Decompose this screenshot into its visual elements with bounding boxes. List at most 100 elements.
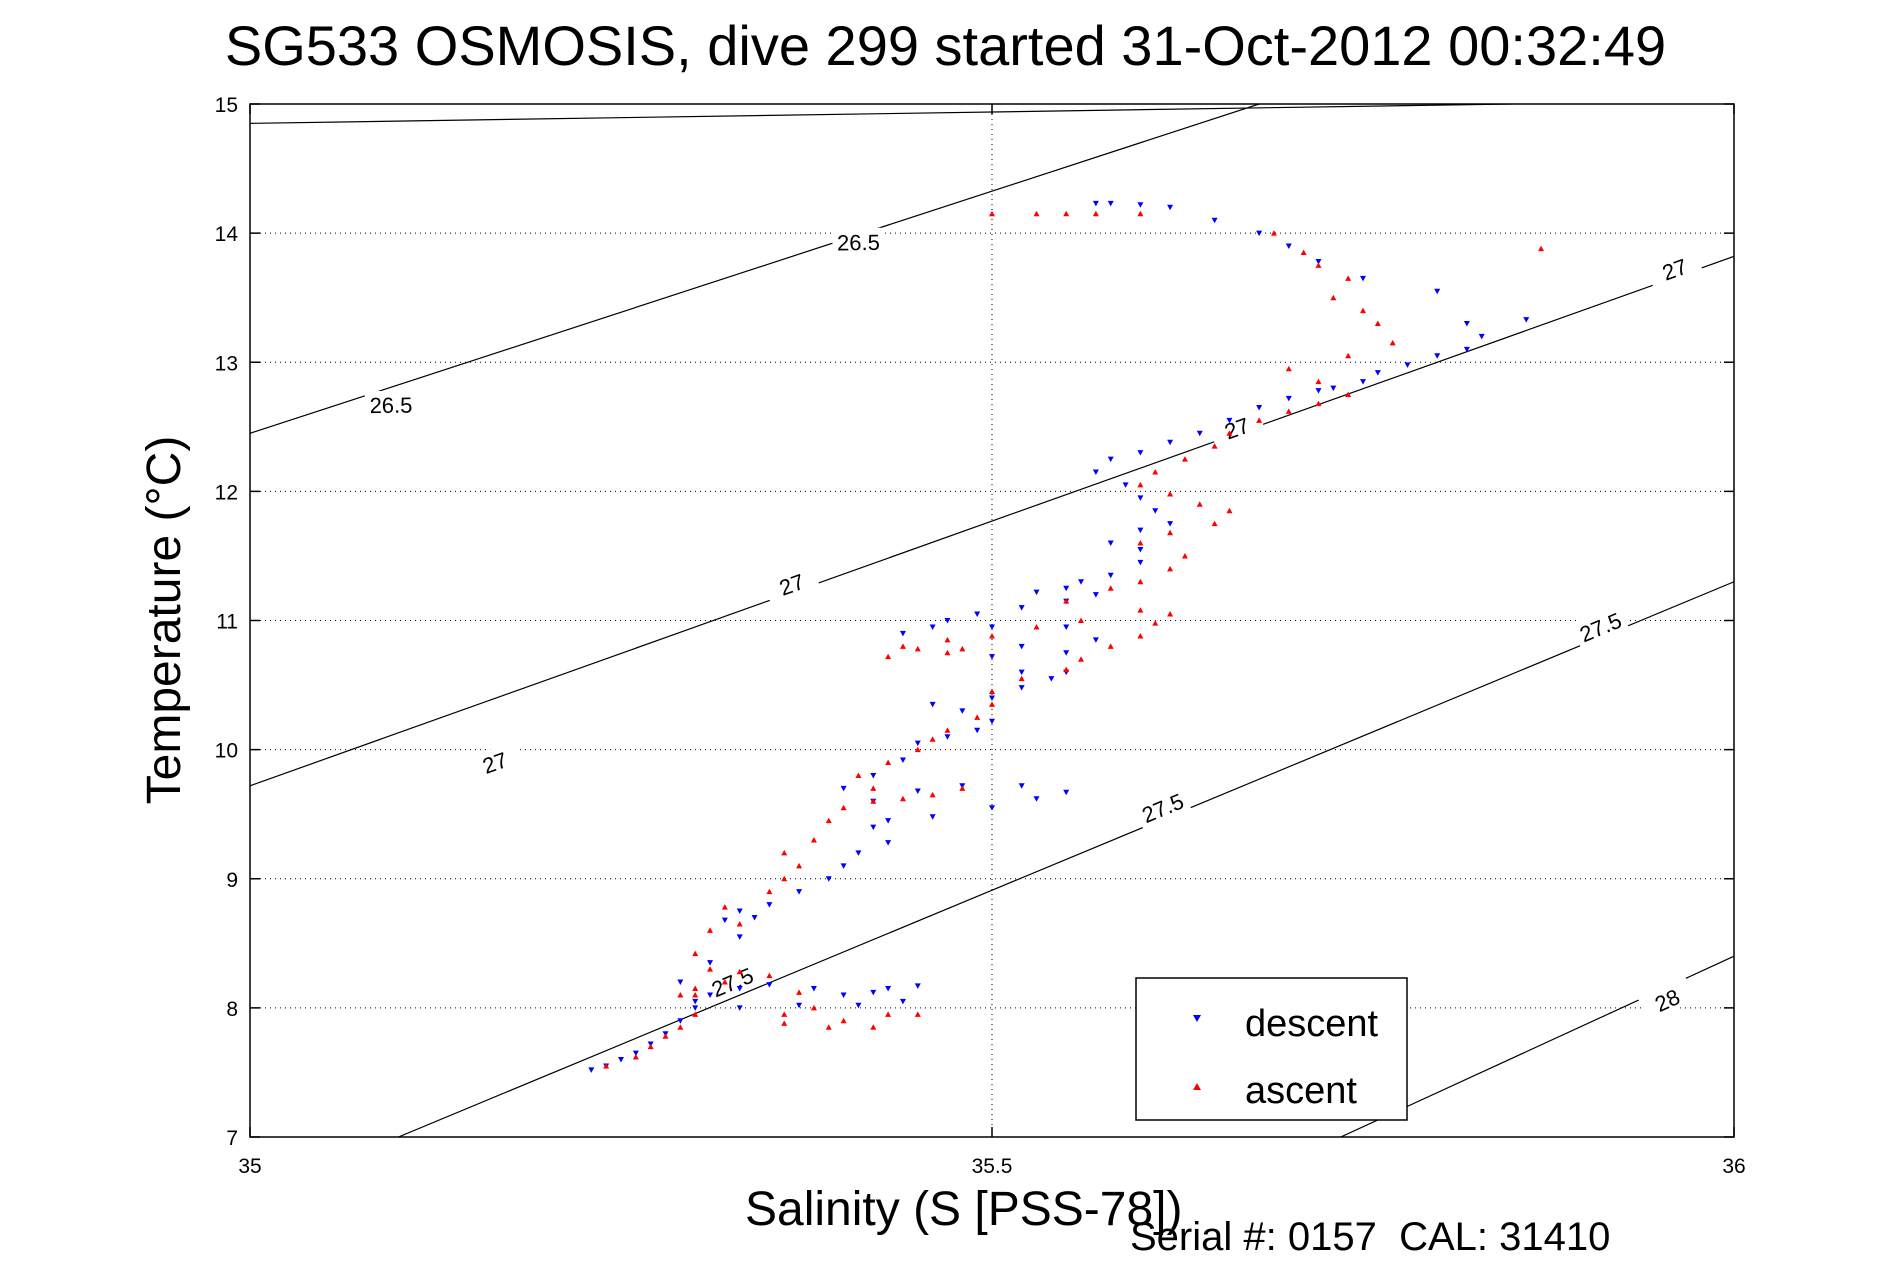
ascent-point xyxy=(632,1053,639,1060)
ascent-point xyxy=(603,1062,610,1069)
ascent-point xyxy=(766,972,773,979)
ascent-point xyxy=(1211,443,1218,449)
ascent-point xyxy=(989,210,995,217)
contour-label-bg xyxy=(762,562,821,605)
ascent-point xyxy=(1211,520,1218,527)
ascent-point xyxy=(1167,565,1174,572)
descent-point xyxy=(677,1018,684,1024)
descent-point xyxy=(929,814,936,820)
ascent-point xyxy=(825,1024,832,1030)
legend: descent ascent xyxy=(1135,977,1408,1121)
descent-point xyxy=(1152,508,1159,514)
density-contour-line xyxy=(250,255,1734,787)
ascent-point xyxy=(721,979,728,985)
descent-point xyxy=(870,989,877,996)
descent-point xyxy=(1434,353,1441,359)
descent-point xyxy=(1092,200,1099,207)
descent-point xyxy=(736,934,743,940)
ascent-point xyxy=(840,804,847,811)
ascent-point xyxy=(929,736,936,742)
ascent-point xyxy=(810,1004,817,1011)
y-tick-label: 11 xyxy=(216,611,238,634)
descent-point xyxy=(885,818,892,824)
descent-point xyxy=(1404,362,1411,368)
ascent-point xyxy=(870,798,877,804)
ascent-point xyxy=(1033,210,1040,217)
ascent-point xyxy=(677,991,684,998)
ascent-point xyxy=(944,649,951,656)
descent-point xyxy=(1078,579,1085,585)
descent-point xyxy=(989,718,995,725)
contour-label-bg xyxy=(1645,247,1704,290)
y-tick-label: 8 xyxy=(226,998,238,1021)
ascent-point xyxy=(914,746,921,753)
descent-point xyxy=(870,772,877,779)
descent-point xyxy=(677,979,684,986)
descent-point xyxy=(899,757,906,763)
y-tick-label: 15 xyxy=(215,94,238,117)
descent-point xyxy=(1167,521,1174,527)
descent-point xyxy=(707,992,714,998)
y-tick-label: 7 xyxy=(226,1127,238,1150)
ascent-point xyxy=(1345,352,1352,359)
ascent-point xyxy=(662,1033,669,1039)
descent-point xyxy=(1211,217,1218,224)
ascent-point xyxy=(721,904,728,910)
descent-point xyxy=(1137,527,1144,534)
descent-series xyxy=(588,200,1530,1073)
descent-point xyxy=(1463,321,1470,327)
ascent-point xyxy=(1152,469,1159,475)
ascent-point xyxy=(1538,245,1545,252)
ascent-point xyxy=(1300,249,1307,255)
descent-point xyxy=(1048,676,1055,682)
ascent-point xyxy=(1226,507,1233,514)
descent-point xyxy=(870,824,877,831)
ascent-point xyxy=(885,759,892,766)
contour-label-bg xyxy=(364,390,418,418)
descent-point xyxy=(885,986,892,992)
descent-point xyxy=(929,624,936,630)
ascent-point xyxy=(825,817,832,824)
descent-point xyxy=(1330,385,1337,392)
ascent-point xyxy=(1137,210,1144,217)
ascent-point xyxy=(1033,623,1040,630)
ascent-point xyxy=(1374,320,1381,327)
ascent-point xyxy=(899,643,906,649)
descent-point xyxy=(899,630,906,637)
ascent-point xyxy=(1315,400,1322,407)
descent-point xyxy=(810,986,817,992)
ascent-point xyxy=(781,849,788,856)
descent-point xyxy=(1018,685,1025,691)
chart-title: SG533 OSMOSIS, dive 299 started 31-Oct-2… xyxy=(224,14,1667,77)
ascent-point xyxy=(1137,578,1144,585)
ascent-point xyxy=(1092,210,1099,217)
ascent-point xyxy=(781,1020,788,1026)
descent-point xyxy=(855,850,862,856)
descent-point xyxy=(1137,546,1144,553)
descent-point xyxy=(914,740,921,747)
descent-point xyxy=(1315,259,1322,265)
ascent-point xyxy=(781,1011,788,1017)
ascent-point xyxy=(707,966,714,972)
ascent-point xyxy=(855,772,862,778)
descent-point xyxy=(588,1067,595,1073)
x-axis-label: Salinity (S [PSS-78]) xyxy=(745,1183,1183,1236)
ascent-point xyxy=(1167,490,1174,497)
ascent-point xyxy=(1167,529,1174,536)
ascent-point xyxy=(1137,607,1144,613)
ascent-point xyxy=(1315,262,1322,268)
ascent-point xyxy=(766,888,773,895)
ascent-point xyxy=(736,968,743,975)
legend-box xyxy=(1135,977,1408,1121)
ascent-point xyxy=(692,991,699,998)
ascent-point xyxy=(1270,230,1277,236)
descent-point xyxy=(632,1050,639,1057)
contour-label-bg xyxy=(1571,604,1630,649)
ascent-point xyxy=(899,795,906,802)
density-contour-line xyxy=(250,104,1512,124)
descent-point xyxy=(989,624,995,630)
density-contours xyxy=(250,104,1734,1137)
descent-point xyxy=(618,1057,624,1063)
ascent-point xyxy=(1137,540,1144,546)
density-contour-line xyxy=(398,581,1734,1137)
